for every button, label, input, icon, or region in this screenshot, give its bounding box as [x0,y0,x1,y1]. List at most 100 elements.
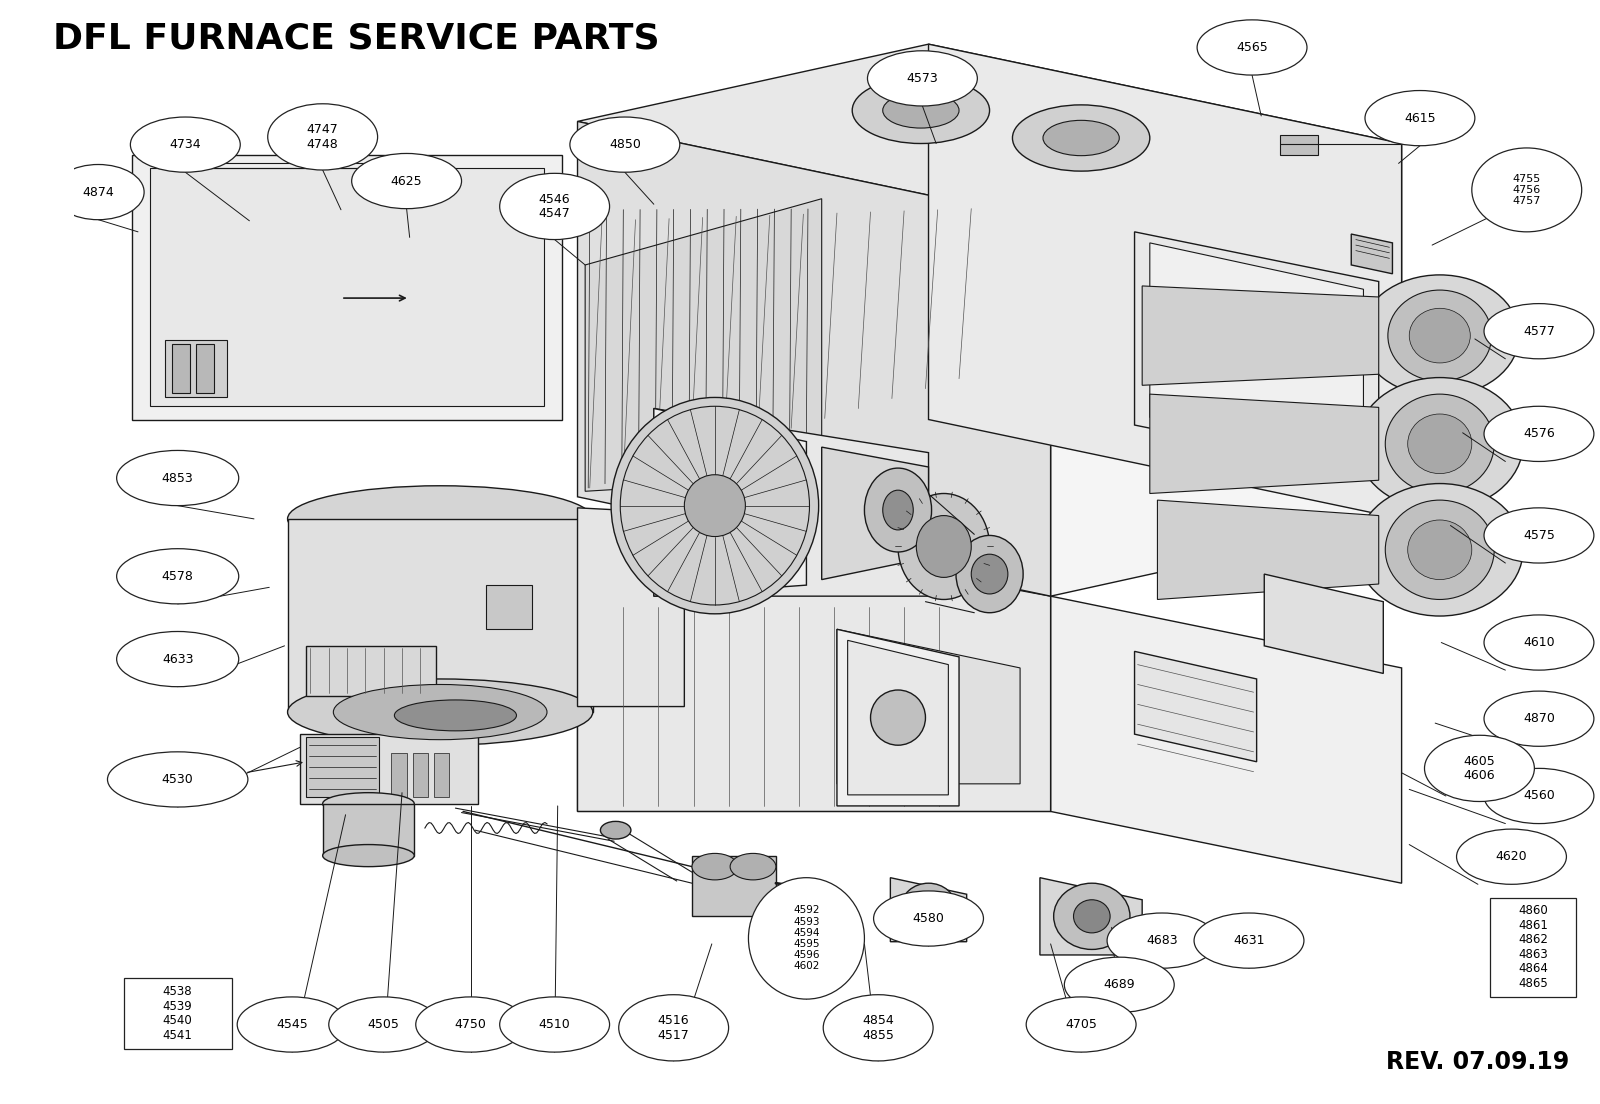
Ellipse shape [600,821,630,839]
Ellipse shape [117,631,238,687]
Ellipse shape [1387,290,1491,381]
Text: 4578: 4578 [162,570,194,583]
Ellipse shape [1197,20,1307,75]
Ellipse shape [955,535,1022,613]
FancyBboxPatch shape [171,344,190,393]
Ellipse shape [691,853,738,880]
Polygon shape [1134,651,1256,762]
Text: 4610: 4610 [1523,636,1555,649]
Ellipse shape [917,896,941,919]
Polygon shape [306,737,379,797]
Ellipse shape [971,554,1008,594]
Ellipse shape [917,516,971,577]
Text: 4605
4606: 4605 4606 [1464,755,1496,782]
Ellipse shape [107,752,248,807]
Ellipse shape [901,883,955,932]
Ellipse shape [117,549,238,604]
Ellipse shape [864,468,931,552]
FancyBboxPatch shape [1490,898,1576,997]
Polygon shape [578,508,1051,811]
Text: 4860
4861
4862
4863
4864
4865: 4860 4861 4862 4863 4864 4865 [1518,904,1547,990]
Polygon shape [299,734,478,804]
Ellipse shape [288,679,592,745]
Ellipse shape [333,684,547,740]
Ellipse shape [1107,913,1218,968]
Ellipse shape [1485,615,1594,670]
Text: 4734: 4734 [170,138,202,151]
Ellipse shape [394,700,517,731]
Polygon shape [1142,286,1379,385]
Ellipse shape [730,853,776,880]
Ellipse shape [870,690,925,745]
Text: 4747
4748: 4747 4748 [307,124,339,150]
Ellipse shape [1410,308,1470,363]
Text: 4874: 4874 [83,185,114,199]
Ellipse shape [1386,500,1494,599]
FancyBboxPatch shape [123,978,232,1049]
Polygon shape [848,640,949,795]
Ellipse shape [1472,148,1582,232]
Ellipse shape [1485,691,1594,746]
Polygon shape [1051,144,1402,596]
Ellipse shape [1054,883,1130,949]
Polygon shape [578,508,1051,811]
Ellipse shape [749,878,864,999]
Ellipse shape [499,997,610,1052]
Polygon shape [578,44,1402,221]
Ellipse shape [1357,378,1523,510]
Text: 4625: 4625 [390,174,422,188]
Ellipse shape [267,104,378,170]
Ellipse shape [824,995,933,1061]
Ellipse shape [867,51,978,106]
Ellipse shape [499,173,610,240]
Polygon shape [150,168,544,406]
Text: 4615: 4615 [1405,112,1435,125]
Ellipse shape [1485,304,1594,359]
Polygon shape [323,804,414,856]
Ellipse shape [130,117,240,172]
Text: 4689: 4689 [1104,978,1134,991]
FancyBboxPatch shape [306,646,435,696]
Polygon shape [586,199,822,491]
FancyBboxPatch shape [486,585,531,629]
Ellipse shape [1386,394,1494,493]
Ellipse shape [352,153,461,209]
Ellipse shape [883,93,958,128]
Ellipse shape [685,475,746,537]
Ellipse shape [1365,91,1475,146]
Text: 4575: 4575 [1523,529,1555,542]
Text: 4755
4756
4757: 4755 4756 4757 [1512,173,1541,206]
FancyBboxPatch shape [165,340,227,397]
Ellipse shape [1074,900,1110,933]
Polygon shape [1157,500,1379,599]
Ellipse shape [1357,484,1523,616]
Ellipse shape [323,793,414,815]
Ellipse shape [1013,105,1150,171]
Text: 4633: 4633 [162,652,194,666]
Text: 4560: 4560 [1523,789,1555,803]
Ellipse shape [619,995,728,1061]
Polygon shape [578,508,685,707]
Text: 4683: 4683 [1146,934,1178,947]
Text: 4516
4517: 4516 4517 [658,1015,690,1041]
Polygon shape [837,629,958,806]
Text: 4538
4539
4540
4541: 4538 4539 4540 4541 [163,985,192,1042]
Text: 4580: 4580 [912,912,944,925]
Polygon shape [890,878,966,942]
FancyBboxPatch shape [392,753,406,797]
Ellipse shape [1064,957,1174,1012]
Polygon shape [822,447,928,580]
Text: 4510: 4510 [539,1018,571,1031]
Ellipse shape [1485,508,1594,563]
Polygon shape [928,44,1402,519]
Text: 4545: 4545 [277,1018,309,1031]
FancyBboxPatch shape [195,344,214,393]
Text: 4505: 4505 [368,1018,400,1031]
Text: DFL FURNACE SERVICE PARTS: DFL FURNACE SERVICE PARTS [53,22,659,55]
Polygon shape [691,856,776,916]
Ellipse shape [874,891,984,946]
Polygon shape [131,155,562,420]
Polygon shape [1264,574,1384,673]
Text: 4573: 4573 [907,72,938,85]
Polygon shape [1040,878,1142,955]
